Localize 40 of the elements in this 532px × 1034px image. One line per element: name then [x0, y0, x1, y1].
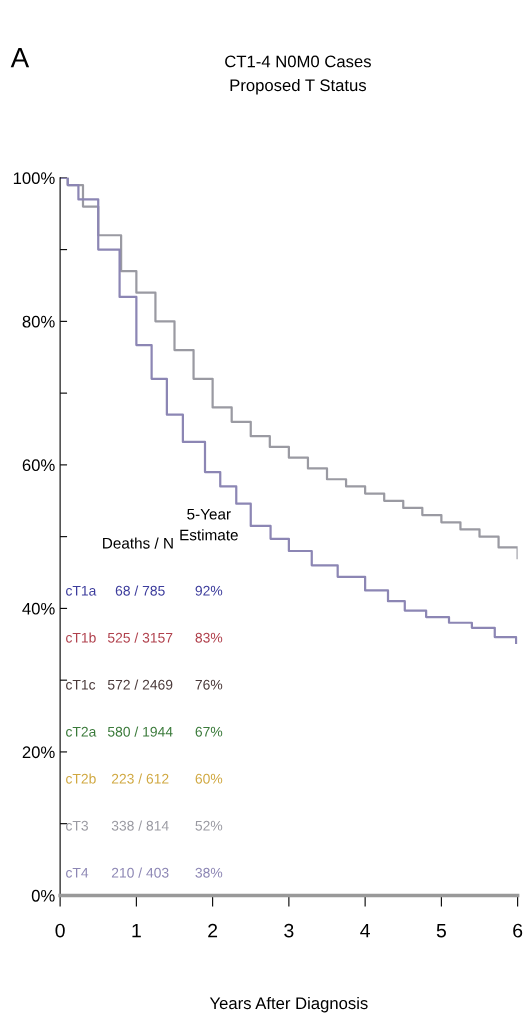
y-tick-label: 0% — [31, 889, 55, 902]
x-tick-label: 4 — [360, 923, 370, 938]
annotation: Deaths / N — [103, 537, 173, 549]
annotation: 338 / 814 — [111, 820, 169, 831]
x-tick-label: 5 — [436, 923, 446, 938]
annotation: 67% — [195, 726, 223, 737]
x-tick-label: 2 — [208, 923, 218, 938]
x-tick-label: 6 — [513, 923, 523, 938]
annotation: 223 / 612 — [111, 773, 169, 784]
x-tick-label: 1 — [132, 923, 141, 938]
chart-subtitle: Proposed T Status — [230, 78, 367, 95]
text: cT4 — [66, 867, 89, 878]
legend-label: cT1c — [66, 679, 96, 690]
y-tick-label: 80% — [22, 315, 55, 328]
annotation: 525 / 3157 — [107, 632, 173, 643]
legend-label: cT1b — [66, 632, 96, 643]
y-tick-label: 20% — [22, 746, 55, 759]
chart-title: CT1-4 N0M0 Cases — [225, 55, 371, 68]
text: cT3 — [66, 820, 88, 831]
annotation: 38% — [195, 867, 223, 878]
annotation: 210 / 403 — [111, 867, 169, 878]
annotation: 68 / 785 — [115, 585, 165, 596]
annotation: 76% — [195, 679, 223, 690]
y-tick-label: 60% — [22, 459, 55, 472]
x-axis-title: Years After Diagnosis — [209, 996, 368, 1013]
annotation: 92% — [195, 585, 223, 596]
legend-label: cT1a — [66, 585, 97, 596]
annotation: 580 / 1944 — [107, 726, 173, 737]
y-tick-label: 100% — [13, 172, 55, 185]
annotation: 60% — [195, 773, 223, 784]
x-tick-label: 0 — [55, 923, 65, 938]
text: A — [10, 48, 30, 68]
y-tick-label: 40% — [22, 602, 55, 615]
annotation: 52% — [195, 820, 223, 831]
x-tick-label: 3 — [284, 923, 294, 938]
annotation: 83% — [195, 632, 223, 643]
legend-label: cT2b — [66, 773, 96, 784]
legend-label: cT2a — [66, 726, 97, 737]
annotation: 572 / 2469 — [107, 679, 173, 690]
annotation: 5-Year Estimate — [180, 508, 238, 541]
